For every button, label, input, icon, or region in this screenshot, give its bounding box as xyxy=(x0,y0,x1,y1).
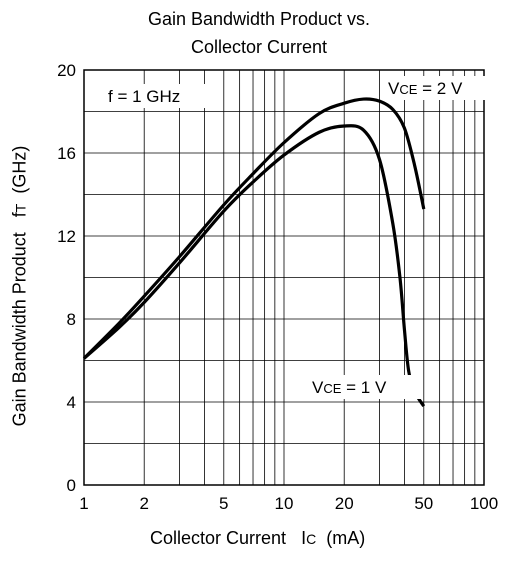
x-axis-symbol-sub: C xyxy=(306,531,317,547)
y-tick-label: 20 xyxy=(57,61,76,80)
series-label-bg xyxy=(309,375,421,399)
chart-title-line1: Gain Bandwidth Product vs. xyxy=(147,9,371,29)
x-axis-label: Collector Current IC (mA) xyxy=(150,528,365,549)
x-tick-label: 100 xyxy=(470,494,498,513)
series-line-vce-1v xyxy=(82,124,426,408)
y-axis-title: Gain Bandwidth Product xyxy=(9,232,30,427)
series-label-bg xyxy=(385,76,497,100)
x-axis-symbol: I xyxy=(301,528,307,548)
x-tick-label: 5 xyxy=(219,494,228,513)
annotation-bg xyxy=(103,84,221,108)
y-tick-label: 16 xyxy=(57,144,76,163)
y-tick-label: 4 xyxy=(67,393,76,412)
series-line-vce-2v xyxy=(82,97,426,360)
x-tick-label: 2 xyxy=(139,494,148,513)
x-tick-label: 10 xyxy=(275,494,294,513)
y-axis-symbol-sub: T xyxy=(12,203,29,213)
series-label-vce-2v: VCE = 2 V xyxy=(388,79,463,98)
x-axis-title: Collector Current xyxy=(150,528,287,548)
y-tick-label: 12 xyxy=(57,227,76,246)
y-axis-label: Gain Bandwidth Product fT (GHz) xyxy=(10,146,31,427)
frequency-annotation: f = 1 GHz xyxy=(108,87,180,106)
y-axis-unit: (GHz) xyxy=(9,145,30,194)
x-tick-label: 1 xyxy=(79,494,88,513)
x-tick-label: 20 xyxy=(335,494,354,513)
series-lines xyxy=(82,97,426,408)
chart-title-line2: Collector Current xyxy=(190,37,328,57)
grid-lines xyxy=(84,70,484,485)
series-label-vce-1v: VCE = 1 V xyxy=(312,378,387,397)
y-tick-label: 0 xyxy=(67,476,76,495)
x-axis-unit: (mA) xyxy=(326,528,366,548)
plot-frame xyxy=(83,69,485,486)
x-tick-label: 50 xyxy=(414,494,433,513)
series-labels: VCE = 2 V VCE = 1 V xyxy=(309,76,497,399)
y-tick-label: 8 xyxy=(67,310,76,329)
y-axis-symbol: f xyxy=(9,212,30,218)
